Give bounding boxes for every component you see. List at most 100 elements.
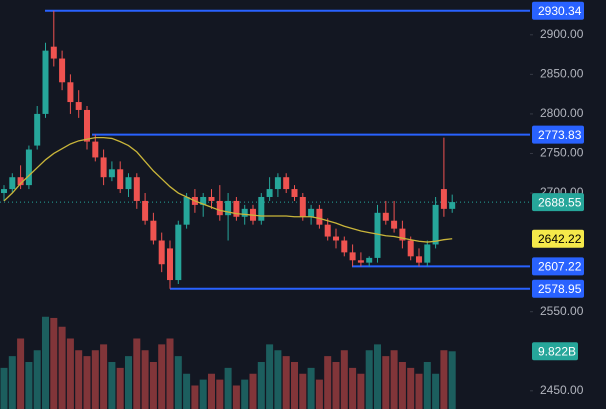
volume-bar [232,385,240,409]
volume-bar [365,350,373,409]
volume-bar [166,338,174,409]
volume-bar [116,367,124,409]
candle-body [84,109,90,142]
candle-body [432,204,439,245]
level-label: 2607.22 [538,260,582,274]
volume-bar [66,338,74,409]
volume-bar [42,316,49,409]
volume-bar [241,379,249,409]
volume-bar [423,362,431,409]
volume-bar [75,350,83,409]
candle-body [349,252,356,261]
candle-body [449,202,456,209]
candle-body [142,200,149,221]
candle-body [424,244,431,263]
candle-body [175,224,182,281]
moving-average [3,137,453,243]
candle-body [291,189,298,197]
volume-bar [141,350,149,409]
candle-body [374,212,381,258]
volume-bar [357,373,365,409]
volume-bar [91,350,99,409]
y-tick-label: 2800.00 [540,106,584,120]
volume-bar [216,379,224,409]
volume-bar [374,344,381,409]
volume-bar [266,344,274,409]
candle-body [316,208,323,225]
candle-body [9,177,16,190]
candle-body [150,220,157,241]
candle-body [34,113,41,146]
volume-bar [100,344,108,409]
volume-bar [58,326,66,409]
last-price-label: 2688.55 [538,195,582,209]
candle-body [341,240,348,253]
volume-bar [199,379,207,409]
volume-bar [340,350,348,409]
candle-body [391,220,398,229]
volume-bar [291,362,298,409]
candle-body [92,141,99,158]
volume-bar [307,367,315,409]
ma-label: 2642.22 [538,232,582,246]
volume-bar [349,367,357,409]
candle-body [366,257,373,263]
y-tick-label: 2550.00 [540,304,584,318]
candle-body [440,189,447,209]
candle-body [324,224,331,237]
candle-body [108,169,115,178]
candle-body [158,240,165,265]
ma-box [532,229,584,248]
candle-body [283,177,290,190]
volume-bar [33,350,41,409]
candle-body [266,189,273,197]
candle-body [17,177,24,186]
volume-bar [448,351,456,409]
candle-body [233,200,240,217]
candle-body [357,260,364,263]
candle-body [167,248,173,281]
candle-body [117,169,124,190]
y-tick-label: 2450.00 [540,383,584,397]
candle-body [183,196,190,225]
volume-layer [0,316,456,409]
candle-body [125,177,132,190]
candle-body [216,200,223,216]
volume-bar [25,362,33,409]
candle-body [416,256,422,263]
volume-bar [432,373,440,409]
candle-body [299,196,306,217]
price-layer [0,9,530,290]
volume-bar [407,367,415,409]
volume-bar [324,356,332,409]
volume-bar [50,317,58,409]
volume-bar [282,356,290,409]
candle-body [225,200,232,216]
level-label-box [532,1,584,20]
volume-bar [249,373,257,409]
last-price-box [532,193,584,212]
level-label: 2773.83 [538,128,582,142]
candle-body [50,46,57,59]
volume-box [532,342,578,361]
price-axis: 2450.002550.002700.002750.002800.002850.… [530,1,584,397]
volume-bar [8,356,16,409]
candle-body [133,177,140,201]
candle-body [75,102,82,110]
volume-bar [191,385,199,409]
volume-bar [415,373,423,409]
volume-bar [332,362,340,409]
volume-bar [390,350,398,409]
volume-bar [133,338,141,409]
volume-bar [299,373,307,409]
volume-bar [17,338,25,409]
volume-bar [108,362,116,409]
candle-body [274,177,281,190]
volume-bar [0,367,8,409]
candle-body [382,212,389,221]
volume-bar [224,367,232,409]
level-label-box [532,257,584,276]
volume-bar [125,356,132,409]
candle-body [1,189,7,194]
volume-bar [398,362,406,409]
